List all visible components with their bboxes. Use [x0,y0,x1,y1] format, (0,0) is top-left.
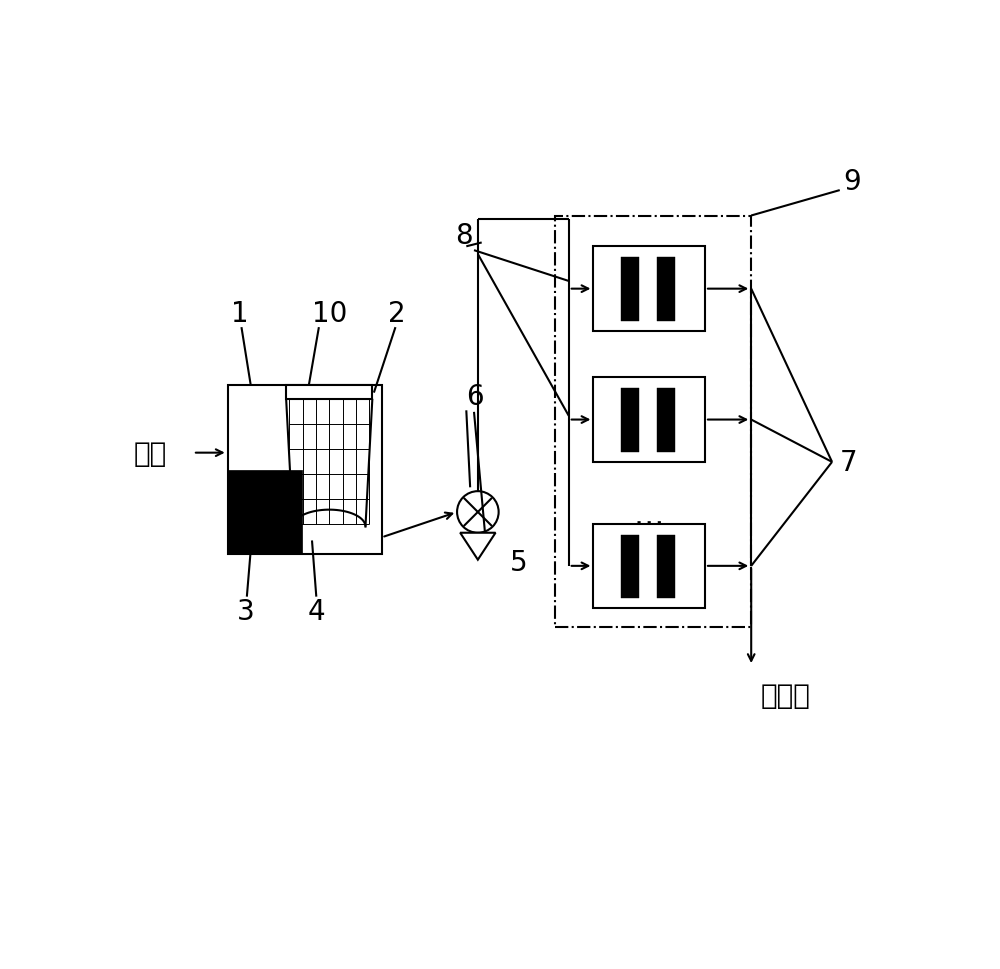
Text: 4: 4 [308,597,325,625]
Bar [555,216,751,628]
Text: 8: 8 [455,222,472,249]
Bar [657,389,675,453]
Text: 5: 5 [510,548,528,576]
Bar [621,389,639,453]
Text: 7: 7 [840,449,857,477]
Polygon shape [460,533,496,560]
Text: 盐水: 盐水 [134,439,167,467]
Text: 9: 9 [844,168,861,196]
Text: 1: 1 [231,299,249,328]
Text: 电解液: 电解液 [760,681,810,709]
Bar [593,247,705,331]
Text: 10: 10 [312,299,347,328]
Bar [621,535,639,599]
Bar [286,386,372,399]
Text: 2: 2 [388,299,405,328]
Bar [593,524,705,609]
Text: ⋯: ⋯ [634,510,664,539]
Bar [621,258,639,322]
Text: 6: 6 [466,383,484,411]
Bar [228,470,302,554]
Bar [657,535,675,599]
Bar [657,258,675,322]
Text: 3: 3 [237,597,255,625]
Bar [228,386,382,554]
Bar [593,378,705,462]
